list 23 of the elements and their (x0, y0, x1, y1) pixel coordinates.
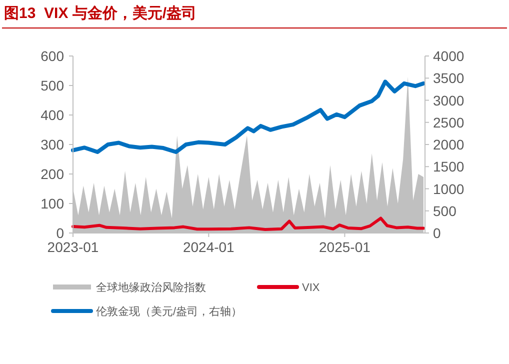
y2-tick-label: 500 (433, 202, 457, 219)
y2-tick-label: 3500 (433, 70, 464, 86)
y2-tick-label: 4000 (433, 48, 464, 64)
y-tick-label: 100 (40, 196, 64, 212)
legend-label: 全球地缘政治风险指数 (96, 281, 206, 294)
y2-tick-label: 3000 (433, 92, 464, 108)
y-tick-label: 300 (40, 136, 64, 152)
y-tick-label: 500 (40, 78, 64, 94)
y2-tick-label: 1500 (433, 158, 464, 175)
y2-tick-label: 2500 (433, 114, 464, 130)
x-tick-label: 2025-01 (319, 239, 371, 255)
legend-label: 伦敦金现（美元/盎司，右轴） (96, 305, 242, 318)
legend-label: VIX (302, 282, 320, 294)
y-tick-label: 0 (56, 225, 64, 241)
y2-tick-label: 0 (433, 225, 441, 241)
x-tick-label: 2024-01 (182, 239, 235, 255)
y2-tick-label: 1000 (433, 180, 464, 197)
y-tick-label: 600 (40, 48, 64, 64)
x-tick-label: 2023-01 (47, 239, 99, 255)
y-tick-label: 400 (40, 107, 64, 123)
y-tick-label: 200 (40, 166, 64, 182)
chart-title: 图13 VIX 与金价，美元/盎司 (4, 4, 197, 22)
y2-tick-label: 2000 (433, 136, 464, 152)
